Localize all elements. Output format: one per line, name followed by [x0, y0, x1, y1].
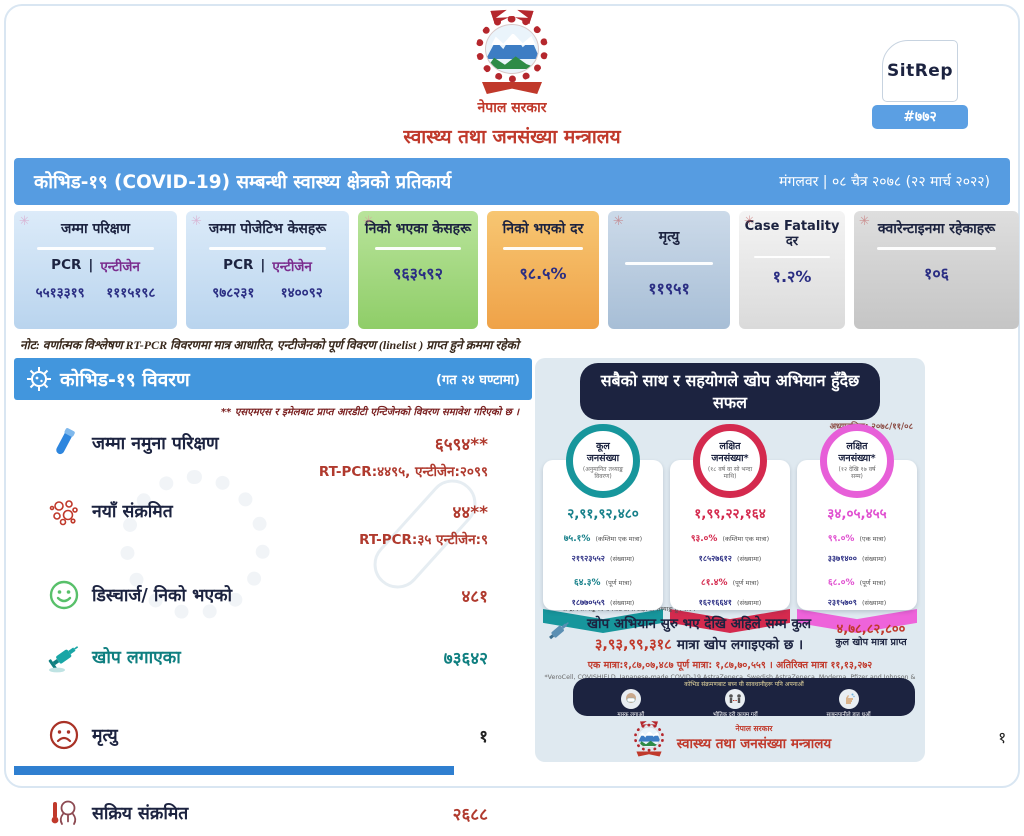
ministry-title: स्वास्थ्य तथा जनसंख्या मन्त्रालय — [403, 126, 621, 148]
virus-icon: ✳ — [859, 214, 870, 229]
card-title: निको भएको दर — [502, 221, 584, 237]
row-total-samples: जम्मा नमुना परिक्षण ६५९४** — [36, 420, 488, 466]
mask-icon — [620, 689, 641, 709]
sitrep-label: SitRep — [887, 61, 953, 81]
card-title: जम्मा परिक्षण — [61, 221, 130, 237]
badge-value: ३४,०५,४५५ — [827, 506, 887, 522]
safety-item-mask: मास्क लगाऔं — [617, 689, 644, 718]
campaign-line2-rest: मात्रा खोप लगाइएको छ । — [676, 637, 804, 653]
sitrep-number: #७७२ — [872, 105, 968, 129]
stat-cards-row: ✳ जम्मा परिक्षण PCR | एन्टीजेन ५५१३३१९ १… — [14, 211, 1019, 329]
page-number: १ — [998, 728, 1007, 747]
row-vaccinated: खोप लगाएका ७३६४२ — [36, 634, 488, 680]
card-quarantine: ✳ क्वारेन्टाइनमा रहेकाहरू १०६ — [854, 211, 1019, 329]
antigen-value: १४००९२ — [280, 284, 323, 301]
card-title: क्वारेन्टाइनमा रहेकाहरू — [877, 221, 996, 237]
badge-target-12to17: लक्षित जनसंख्या* (१२ देखि १७ वर्ष सम्म) … — [797, 424, 917, 633]
distance-icon — [725, 689, 746, 709]
safety-title: कोभिड संक्रमणबाट बच्न यी सावधानीहरू पनि … — [684, 681, 804, 688]
antigen-label: एन्टीजेन — [100, 258, 140, 275]
pcr-label: PCR — [223, 256, 254, 273]
row-deaths: मृत्यु १ — [36, 712, 488, 758]
nepal-emblem-icon — [630, 721, 667, 757]
card-title-np: दर — [785, 233, 799, 249]
card-case-fatality: ✳ Case Fatality दर १.२% — [739, 211, 845, 329]
virus-icon: ✳ — [19, 214, 30, 229]
doses-breakdown: एक मात्रा:१,८७,०७,४८७ पूर्ण मात्रा: १,८७… — [587, 660, 873, 671]
virus-icon: ✳ — [613, 214, 624, 229]
smiley-icon — [36, 579, 92, 611]
safety-item-handwash: साबुनपानीले हात धुऔं — [827, 689, 871, 718]
badge-value: १,९९,२२,१६४ — [694, 506, 766, 522]
card-value: ९६३५९२ — [393, 263, 443, 283]
card-title-en: Case Fatality — [744, 219, 840, 234]
pcr-value: ५५१३३१९ — [35, 284, 85, 301]
pcr-value: ९७८२३१ — [212, 284, 255, 301]
sitrep-badge: SitRep #७७२ — [872, 40, 968, 129]
government-label: नेपाल सरकार — [477, 100, 547, 116]
report-date: मंगलवर | ०८ चैत्र २०७८ (२२ मार्च २०२२) — [779, 174, 990, 190]
vaccination-panel: सबैको साथ र सहयोगले खोप अभियान हुँदैछ सफ… — [535, 358, 925, 762]
population-badges: कूल जनसंख्या (अनुमानित तथ्याङ्क विवरण) २… — [543, 424, 917, 633]
antigen-value: १११५१९८ — [106, 284, 156, 301]
panel-footer: नेपाल सरकार स्वास्थ्य तथा जनसंख्या मन्त्… — [535, 720, 925, 757]
handwash-icon — [838, 689, 859, 709]
virus-icon: ✳ — [191, 214, 202, 229]
footer-ministry: स्वास्थ्य तथा जनसंख्या मन्त्रालय — [676, 736, 832, 752]
card-title: जम्मा पोजेटिभ केसहरू — [208, 221, 327, 237]
page-title: कोभिड-१९ (COVID-19) सम्बन्धी स्वास्थ्य क… — [34, 172, 452, 193]
nepal-emblem-icon — [468, 10, 556, 94]
doses-received-box: ४,७८,८२,८०० कुल खोप मात्रा प्राप्त — [825, 619, 917, 648]
doses-received-label: कुल खोप मात्रा प्राप्त — [835, 636, 907, 648]
syringe-icon — [36, 640, 92, 674]
virus-icon: ✳ — [744, 214, 755, 229]
badge-total-population: कूल जनसंख्या (अनुमानित तथ्याङ्क विवरण) २… — [543, 424, 663, 633]
campaign-line1: खोप अभियान सुरु भए देखि अहिले सम्म कुल — [587, 616, 811, 632]
virus-icon: ✳ — [363, 214, 374, 229]
doses-received-value: ४,७८,८२,८०० — [836, 621, 906, 637]
left-panel-bottom-bar — [14, 766, 454, 775]
pcr-label: PCR — [51, 256, 82, 273]
row-discharged: डिस्चार्ज/ निको भएको ४८१ — [36, 572, 488, 618]
virus-cluster-icon — [36, 494, 92, 528]
footnote: नोट: वर्णात्मक विश्लेषण RT-PCR विवरणमा म… — [20, 338, 520, 352]
row-new-infected-detail: RT-PCR:३५ एन्टीजेन:९ — [359, 532, 488, 548]
card-deaths: ✳ मृत्यु ११९५१ — [608, 211, 730, 329]
sad-face-icon — [36, 719, 92, 751]
virus-icon — [27, 367, 51, 391]
card-value: १.२% — [772, 267, 812, 287]
sitrep-document-icon: SitRep — [882, 40, 958, 102]
card-value: १०६ — [924, 263, 949, 283]
antigen-label: एन्टीजेन — [272, 258, 312, 275]
card-value: ११९५१ — [648, 278, 690, 298]
card-total-tests: ✳ जम्मा परिक्षण PCR | एन्टीजेन ५५१३३१९ १… — [14, 211, 177, 329]
safety-item-distance: भौतिक दूरी कायम गरौं — [713, 689, 758, 718]
fever-thermometer-icon — [36, 796, 92, 830]
card-title: मृत्यु — [658, 229, 680, 245]
left-panel-title: कोभिड-१९ विवरण — [60, 369, 190, 391]
card-recovery-rate: निको भएको दर ९८.५% — [487, 211, 599, 329]
top-header: नेपाल सरकार स्वास्थ्य तथा जनसंख्या मन्त्… — [0, 10, 1024, 149]
left-panel-header: कोभिड-१९ विवरण (गत २४ घण्टामा) — [14, 358, 532, 400]
card-recovered-cases: ✳ निको भएका केसहरू ९६३५९२ — [358, 211, 478, 329]
vaccination-banner: सबैको साथ र सहयोगले खोप अभियान हुँदैछ सफ… — [580, 363, 880, 421]
card-total-positive: ✳ जम्मा पोजेटिभ केसहरू PCR | एन्टीजेन ९७… — [186, 211, 349, 329]
badge-target-18plus: लक्षित जनसंख्या* (१८ वर्ष वा सो भन्दा मा… — [670, 424, 790, 633]
row-new-infected: नयाँ संक्रमित ४४** — [36, 488, 488, 534]
left-panel-period: (गत २४ घण्टामा) — [436, 373, 520, 388]
campaign-summary: *केन्द्रीय तथ्याङ्क विभागबाट प्राप्त प्र… — [543, 604, 917, 688]
campaign-total-doses: ३,९३,९९,३१८ — [594, 637, 672, 653]
safety-measures-bar: कोभिड संक्रमणबाट बच्न यी सावधानीहरू पनि … — [573, 678, 915, 718]
left-panel-subnote: ** एसएमएस र इमेलबाट प्राप्त आरडीटी एन्टि… — [220, 407, 519, 418]
row-total-samples-detail: RT-PCR:४४९५, एन्टीजेन:२०९९ — [318, 464, 488, 480]
card-title: निको भएका केसहरू — [364, 221, 471, 237]
test-tube-icon — [36, 426, 92, 460]
card-value: ९८.५% — [519, 263, 567, 283]
row-active-infected: सक्रिय संक्रमित २६८८ — [36, 790, 488, 836]
title-bar: कोभिड-१९ (COVID-19) सम्बन्धी स्वास्थ्य क… — [14, 158, 1010, 205]
syringe-icon — [543, 617, 573, 651]
badge-value: २,९१,९२,४८० — [567, 506, 639, 522]
footer-government: नेपाल सरकार — [735, 724, 773, 733]
